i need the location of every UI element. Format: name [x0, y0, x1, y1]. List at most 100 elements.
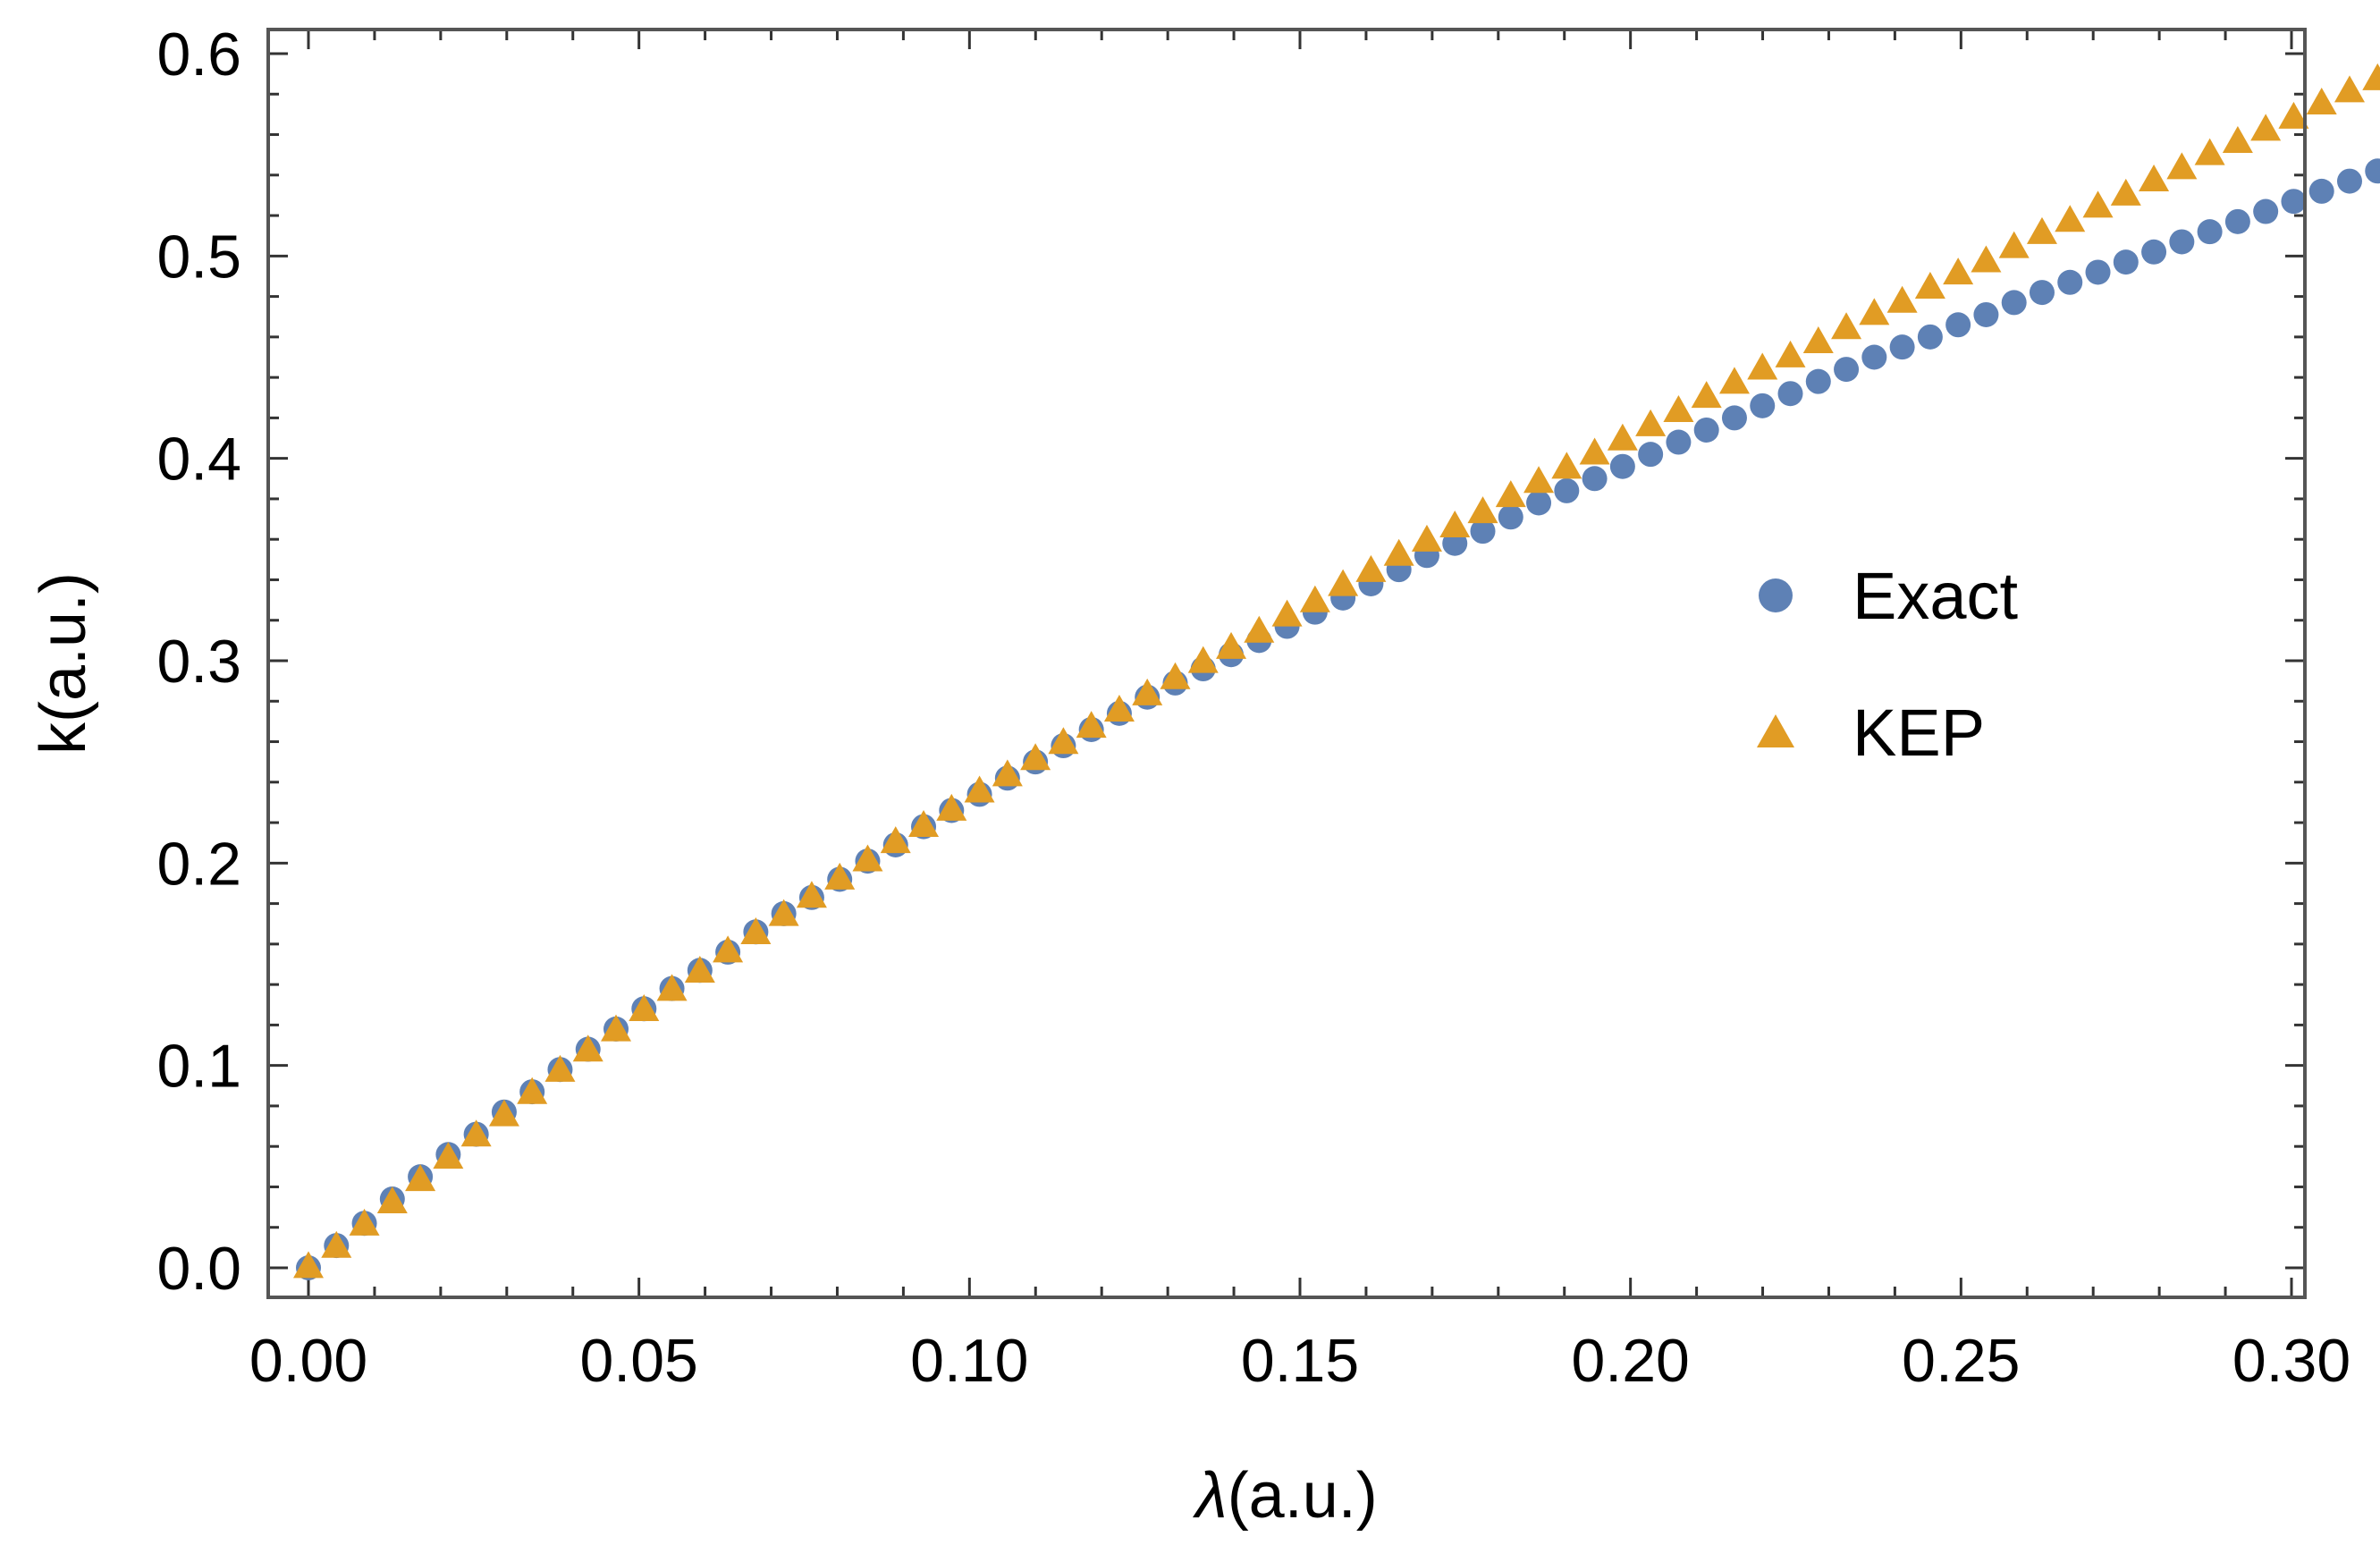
y-tick-label: 0.0: [156, 1235, 241, 1303]
kep-point: [1943, 258, 1974, 285]
kep-point: [936, 793, 967, 821]
kep-point: [1328, 569, 1359, 596]
y-tick-label: 0.6: [156, 21, 241, 89]
exact-point: [1834, 357, 1860, 383]
axis-ticks: [268, 30, 2305, 1297]
legend-marker-exact: [1759, 578, 1793, 612]
kep-point: [1439, 511, 1471, 538]
kep-point: [1355, 554, 1387, 582]
exact-point: [1721, 405, 1747, 431]
kep-point: [2362, 63, 2380, 90]
kep-point: [1551, 452, 1582, 479]
kep-point: [2334, 75, 2365, 103]
kep-point: [2222, 125, 2253, 153]
legend-marker-kep: [1757, 714, 1794, 747]
kep-point: [1831, 312, 1862, 340]
kep-point: [656, 974, 688, 1001]
exact-point: [1889, 334, 1915, 360]
kep-point: [488, 1099, 519, 1127]
kep-point: [2110, 178, 2141, 206]
exact-point: [2085, 259, 2111, 285]
exact-point: [1582, 466, 1608, 492]
y-tick-label: 0.3: [156, 628, 241, 696]
exact-point: [1750, 393, 1776, 418]
exact-point: [1666, 429, 1692, 455]
exact-point: [2224, 208, 2250, 234]
exact-point: [1470, 519, 1496, 545]
x-axis-symbol: λ: [1192, 1460, 1227, 1532]
kep-point: [1467, 496, 1498, 524]
kep-point: [2055, 205, 2086, 232]
kep-point: [1020, 743, 1051, 771]
kep-point: [2306, 87, 2337, 114]
exact-point: [2001, 290, 2027, 316]
kep-point: [1802, 326, 1834, 354]
kep-point: [796, 881, 827, 908]
exact-point: [2113, 249, 2139, 275]
exact-point: [1917, 324, 1943, 350]
kep-point: [1495, 480, 1526, 508]
kep-point: [2139, 164, 2170, 191]
x-tick-label: 0.00: [249, 1327, 367, 1395]
y-tick-label: 0.4: [156, 426, 241, 494]
kep-point: [992, 759, 1023, 787]
kep-point: [349, 1208, 380, 1236]
kep-point: [293, 1251, 324, 1279]
kep-point: [1775, 340, 1806, 367]
kep-point: [1271, 599, 1303, 627]
kep-point: [1523, 466, 1555, 494]
exact-point: [2197, 219, 2223, 245]
kep-point: [880, 826, 911, 854]
x-axis-label: λ(a.u.): [1192, 1460, 1377, 1532]
kep-point: [740, 916, 772, 944]
kep-point: [433, 1142, 464, 1169]
kep-point: [1216, 631, 1247, 659]
kep-point: [1579, 437, 1610, 465]
x-tick-label: 0.10: [910, 1327, 1028, 1395]
kep-point: [405, 1164, 436, 1192]
kep-point: [2250, 114, 2282, 141]
kep-point: [1299, 585, 1330, 612]
kep-point: [572, 1034, 603, 1062]
kep-point: [376, 1186, 408, 1213]
kep-point: [1998, 231, 2030, 258]
kep-point: [964, 775, 995, 803]
kep-point: [544, 1054, 576, 1082]
kep-point: [321, 1230, 352, 1258]
kep-point: [1691, 381, 1722, 409]
kep-point: [2194, 138, 2225, 165]
kep-point: [1886, 285, 1918, 313]
exact-point: [1609, 453, 1635, 479]
x-tick-label: 0.25: [1902, 1327, 2020, 1395]
kep-point: [1187, 646, 1219, 673]
exact-point: [2281, 189, 2307, 215]
kep-point: [1132, 678, 1163, 705]
kep-point: [824, 862, 856, 890]
kep-point: [1411, 524, 1442, 552]
kep-point: [684, 955, 715, 983]
x-tick-label: 0.05: [579, 1327, 697, 1395]
y-tick-label: 0.1: [156, 1033, 241, 1101]
exact-point: [1498, 504, 1523, 530]
x-tick-labels: 0.00 0.05 0.10 0.15 0.20 0.25 0.30: [249, 1327, 2350, 1395]
kep-point: [629, 993, 660, 1021]
y-axis-label: k(a.u.): [28, 572, 99, 755]
exact-point: [1805, 368, 1831, 394]
kep-point: [908, 809, 940, 837]
kep-point: [2278, 101, 2309, 129]
y-tick-label: 0.5: [156, 223, 241, 291]
exact-point: [2057, 269, 2083, 295]
kep-point: [517, 1076, 548, 1104]
x-tick-label: 0.20: [1571, 1327, 1689, 1395]
kep-point: [1747, 352, 1778, 380]
kep-point: [601, 1014, 632, 1042]
kep-point: [852, 844, 883, 872]
legend-label-exact: Exact: [1853, 559, 2019, 633]
kep-point: [1160, 662, 1191, 689]
data-series: [293, 63, 2380, 1280]
exact-point: [1526, 490, 1552, 516]
exact-point: [2308, 178, 2334, 204]
exact-point: [1693, 417, 1719, 443]
plot-frame: [266, 28, 2307, 1299]
legend-item-kep: KEP: [1757, 696, 1985, 770]
